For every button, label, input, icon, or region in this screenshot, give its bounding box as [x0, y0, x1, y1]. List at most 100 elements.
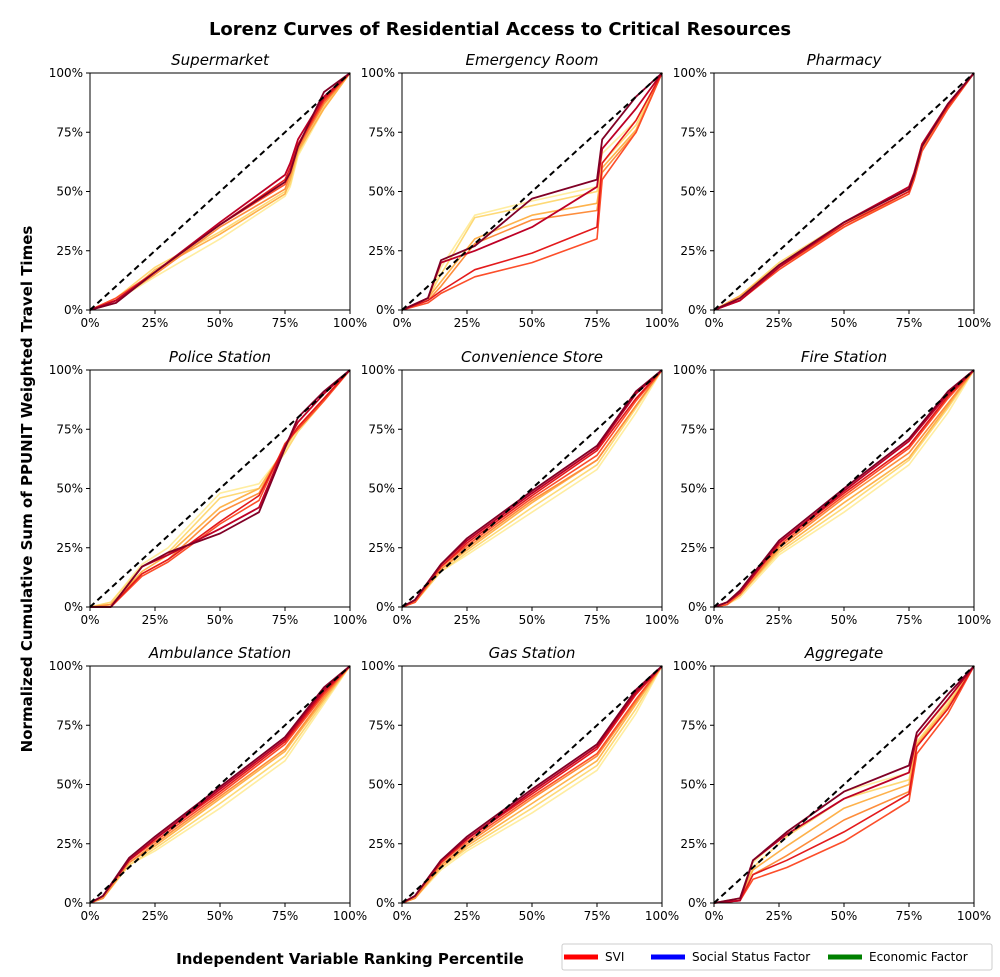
y-tick-label: 75% — [368, 125, 395, 139]
series-line-4 — [89, 72, 351, 311]
panel-title: Gas Station — [489, 644, 576, 662]
y-tick-label: 100% — [673, 66, 707, 80]
panel-5: Fire Station 0%0% 25% 25% 50% 50% 75% 75% 100% 10… — [673, 348, 991, 627]
x-tick-label: 50% — [207, 613, 234, 627]
x-tick-label: 0% — [392, 613, 411, 627]
y-tick-label: 100% — [673, 363, 707, 377]
x-tick-label: 25% — [766, 613, 793, 627]
x-tick-label: 100% — [333, 316, 367, 330]
x-tick-label: 50% — [831, 613, 858, 627]
legend-label-2: Economic Factor — [869, 950, 968, 964]
panel-2: Pharmacy 0%0% 25% 25% 50% 50% 75% 75% 100% 100% — [673, 51, 991, 330]
y-tick-label: 100% — [673, 659, 707, 673]
x-tick-label: 100% — [333, 613, 367, 627]
series-line-7 — [89, 72, 351, 311]
y-tick-label: 50% — [56, 185, 83, 199]
y-tick-label: 75% — [56, 422, 83, 436]
x-tick-label: 0% — [704, 613, 723, 627]
y-tick-label: 50% — [680, 482, 707, 496]
y-tick-label: 0% — [64, 303, 83, 317]
x-tick-label: 25% — [454, 613, 481, 627]
x-tick-label: 25% — [766, 909, 793, 923]
y-tick-label: 0% — [376, 600, 395, 614]
equality-line — [89, 72, 351, 311]
y-tick-label: 0% — [64, 600, 83, 614]
y-tick-label: 75% — [56, 125, 83, 139]
x-tick-label: 50% — [831, 909, 858, 923]
y-tick-label: 50% — [680, 778, 707, 792]
series-line-4 — [713, 369, 975, 608]
y-tick-label: 25% — [56, 244, 83, 258]
panel-6: Ambulance Station 0%0% 25% 25% 50% 50% 75% 75% 1… — [49, 644, 367, 923]
x-tick-label: 0% — [704, 909, 723, 923]
equality-line — [401, 72, 663, 311]
x-tick-label: 25% — [766, 316, 793, 330]
y-tick-label: 75% — [680, 125, 707, 139]
y-tick-label: 50% — [680, 185, 707, 199]
panel-8: Aggregate 0%0% 25% 25% 50% 50% 75% 75% 100% 100% — [673, 644, 991, 923]
equality-line — [713, 369, 975, 608]
x-tick-label: 100% — [645, 909, 679, 923]
panel-0: Supermarket 0%0% 25% 25% 50% 50% 75% 75% 100% 100… — [49, 51, 367, 330]
y-tick-label: 0% — [688, 600, 707, 614]
series-line-2 — [401, 72, 663, 311]
x-tick-label: 25% — [142, 316, 169, 330]
x-tick-label: 100% — [645, 316, 679, 330]
equality-line — [713, 72, 975, 311]
series-line-7 — [713, 665, 975, 904]
x-tick-label: 75% — [584, 316, 611, 330]
series-line-5 — [90, 369, 351, 608]
y-tick-label: 100% — [361, 66, 395, 80]
y-tick-label: 100% — [49, 66, 83, 80]
y-tick-label: 100% — [361, 363, 395, 377]
x-tick-label: 75% — [896, 316, 923, 330]
x-axis-label: Independent Variable Ranking Percentile — [176, 950, 524, 968]
panel-3: Police Station 0%0% 25% 25% 50% 50% 75% 75% 100%… — [49, 348, 367, 627]
series-line-7 — [713, 72, 975, 311]
x-tick-label: 100% — [957, 613, 991, 627]
legend-label-1: Social Status Factor — [692, 950, 810, 964]
y-tick-label: 25% — [368, 541, 395, 555]
x-tick-label: 50% — [519, 316, 546, 330]
panel-title: Ambulance Station — [148, 644, 291, 662]
y-tick-label: 25% — [680, 244, 707, 258]
series-line-3 — [401, 72, 663, 311]
y-tick-label: 25% — [368, 244, 395, 258]
x-tick-label: 25% — [142, 613, 169, 627]
y-tick-label: 25% — [56, 837, 83, 851]
x-tick-label: 0% — [80, 613, 99, 627]
x-tick-label: 25% — [454, 316, 481, 330]
y-tick-label: 100% — [49, 659, 83, 673]
equality-line — [401, 369, 663, 608]
x-tick-label: 0% — [80, 909, 99, 923]
series-line-3 — [89, 665, 351, 904]
x-tick-label: 0% — [80, 316, 99, 330]
y-tick-label: 100% — [361, 659, 395, 673]
series-line-4 — [90, 369, 351, 608]
series-line-7 — [401, 72, 663, 311]
panel-title: Supermarket — [171, 51, 270, 69]
x-tick-label: 50% — [519, 909, 546, 923]
panel-title: Pharmacy — [807, 51, 883, 69]
x-tick-label: 75% — [896, 613, 923, 627]
x-tick-label: 0% — [704, 316, 723, 330]
y-tick-label: 50% — [56, 778, 83, 792]
panel-grid: Supermarket0%0%25%25%50%50%75%75%100%100… — [49, 51, 991, 923]
y-tick-label: 75% — [368, 422, 395, 436]
equality-line — [401, 665, 663, 904]
x-tick-label: 75% — [272, 316, 299, 330]
x-tick-label: 75% — [584, 613, 611, 627]
equality-line — [89, 665, 351, 904]
legend: SVI Social Status Factor Economic Factor — [561, 943, 993, 971]
x-tick-label: 25% — [454, 909, 481, 923]
y-tick-label: 75% — [368, 718, 395, 732]
x-tick-label: 100% — [957, 316, 991, 330]
panel-7: Gas Station 0%0% 25% 25% 50% 50% 75% 75% 100% 100… — [361, 644, 679, 923]
series-line-7 — [401, 369, 663, 608]
x-tick-label: 50% — [207, 316, 234, 330]
y-tick-label: 25% — [368, 837, 395, 851]
panel-1: Emergency Room 0%0% 25% 25% 50% 50% 75% 75% 100%… — [361, 51, 679, 330]
y-tick-label: 0% — [688, 896, 707, 910]
x-tick-label: 100% — [333, 909, 367, 923]
